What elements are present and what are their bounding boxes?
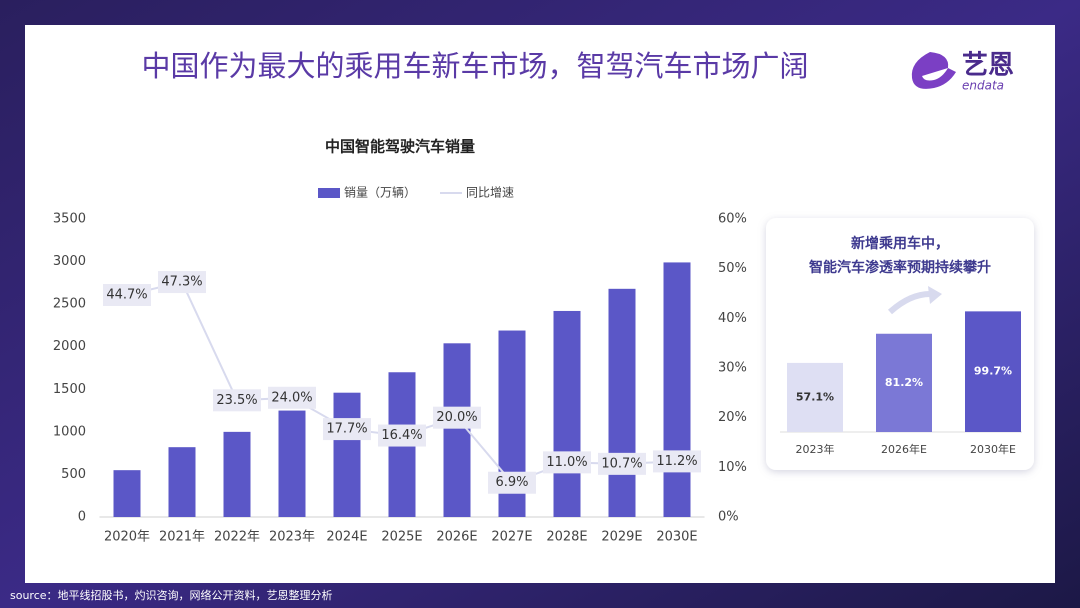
x-tick-label: 2023年 <box>269 530 315 545</box>
data-label: 47.3% <box>161 275 202 290</box>
y2-tick-label: 50% <box>718 261 747 276</box>
source: source：地平线招股书，灼识咨询，网络公开资料，艺恩整理分析 <box>10 588 333 602</box>
y-tick-label: 0 <box>78 510 86 525</box>
x-tick-label: 2030年E <box>970 442 1016 456</box>
data-label: 44.7% <box>106 287 147 302</box>
x-tick-label: 2023年 <box>796 442 835 456</box>
legend-label: 销量（万辆） <box>344 186 416 200</box>
x-tick-label: 2029E <box>601 530 642 545</box>
x-tick-label: 2025E <box>381 530 422 545</box>
label-box <box>653 450 701 473</box>
label-box <box>598 452 646 475</box>
chart-title: 中国智能驾驶汽车销量 <box>325 138 475 156</box>
bar <box>168 447 196 517</box>
x-tick-label: 2026年E <box>881 442 927 456</box>
inset-title: 新增乘用车中， <box>851 235 949 252</box>
y-tick-label: 3000 <box>53 254 86 269</box>
bar <box>113 470 141 517</box>
x-tick-label: 2027E <box>491 530 532 545</box>
y-tick-label: 500 <box>61 467 86 482</box>
arrow <box>887 291 931 315</box>
logo-name: 艺恩 <box>962 51 1014 81</box>
x-tick-label: 2030E <box>656 530 697 545</box>
y2-tick-label: 40% <box>718 311 747 326</box>
y-tick-label: 2000 <box>53 339 86 354</box>
label-box <box>158 271 206 294</box>
bar <box>443 343 471 517</box>
data-label: 24.0% <box>271 390 312 405</box>
label-box <box>433 406 481 429</box>
y-tick-label: 2500 <box>53 297 86 312</box>
data-label: 17.7% <box>326 422 367 437</box>
data-label: 20.0% <box>436 410 477 425</box>
data-label: 16.4% <box>381 428 422 443</box>
data-label: 10.7% <box>601 456 642 471</box>
x-tick-label: 2028E <box>546 530 587 545</box>
y2-tick-label: 60% <box>718 212 747 227</box>
bar <box>333 392 361 517</box>
x-tick-label: 2026E <box>436 530 477 545</box>
y2-tick-label: 30% <box>718 361 747 376</box>
label-box <box>488 471 536 494</box>
bar <box>965 311 1021 432</box>
bar <box>608 288 636 517</box>
bar <box>223 431 251 517</box>
data-label: 81.2% <box>885 376 923 389</box>
label-box <box>543 451 591 474</box>
x-tick-label: 2024E <box>326 530 367 545</box>
data-label: 11.0% <box>546 455 587 470</box>
slide-title: 中国作为最大的乘用车新车市场，智驾汽车市场广阔 <box>141 49 808 83</box>
bar <box>663 262 691 517</box>
y-tick-label: 1000 <box>53 424 86 439</box>
inset-title: 智能汽车渗透率预期持续攀升 <box>808 259 991 276</box>
y2-tick-label: 0% <box>718 510 739 525</box>
data-label: 11.2% <box>656 454 697 469</box>
bar <box>278 410 306 517</box>
label-box <box>323 418 371 441</box>
arrow-head <box>928 286 942 304</box>
y2-tick-label: 10% <box>718 460 747 475</box>
legend-swatch <box>318 188 340 198</box>
data-label: 6.9% <box>495 475 528 490</box>
y-tick-label: 1500 <box>53 382 86 397</box>
x-tick-label: 2022年 <box>214 530 260 545</box>
logo: 艺恩 endata <box>911 51 1014 93</box>
data-label: 23.5% <box>216 393 257 408</box>
bar <box>876 333 932 432</box>
logo-icon <box>911 52 956 89</box>
y-tick-label: 3500 <box>53 212 86 227</box>
legend-label: 同比增速 <box>466 186 514 200</box>
bar <box>553 310 581 517</box>
data-label: 57.1% <box>796 390 834 403</box>
label-box <box>103 283 151 306</box>
logo-sub: endata <box>962 79 1004 93</box>
label-box <box>268 386 316 409</box>
data-label: 99.7% <box>974 365 1012 378</box>
y2-tick-label: 20% <box>718 410 747 425</box>
x-tick-label: 2021年 <box>159 530 205 545</box>
x-tick-label: 2020年 <box>104 530 150 545</box>
label-box <box>213 389 261 412</box>
label-box <box>378 424 426 447</box>
bar <box>787 362 843 432</box>
